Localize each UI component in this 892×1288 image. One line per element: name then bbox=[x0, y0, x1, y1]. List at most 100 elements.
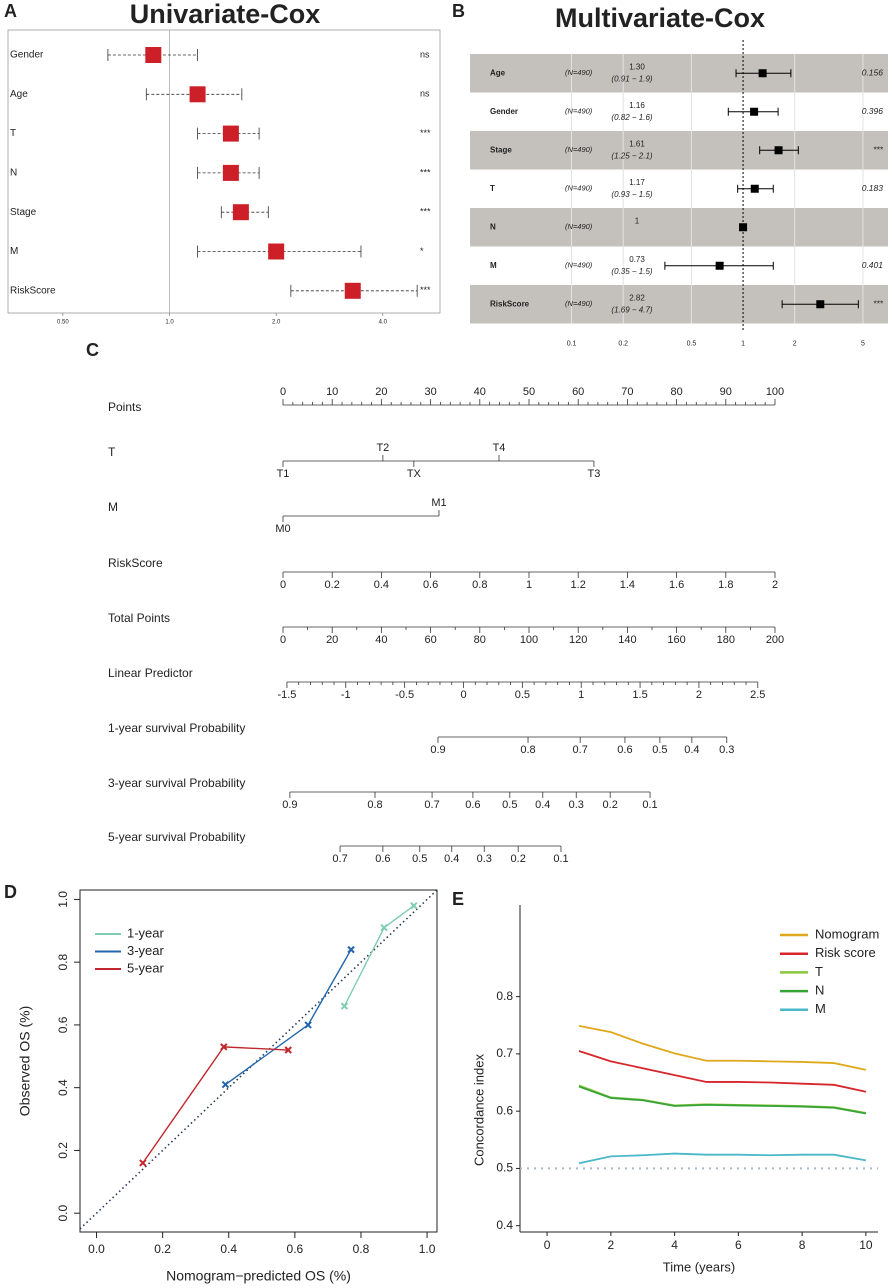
tick-label: 0.4 bbox=[374, 579, 389, 591]
legend-label: 3-year bbox=[127, 943, 165, 958]
row-label: Stage bbox=[10, 207, 37, 218]
significance: *** bbox=[420, 285, 431, 295]
row-label: Age bbox=[10, 89, 28, 100]
row-label: Points bbox=[108, 400, 141, 414]
tick-label: 0.7 bbox=[332, 853, 347, 865]
tick-label: 10 bbox=[326, 386, 338, 398]
x-tick-label: 10 bbox=[859, 1238, 873, 1252]
y-tick-label: 0.8 bbox=[496, 989, 513, 1003]
hazard-point bbox=[750, 107, 759, 116]
p-value: *** bbox=[873, 299, 884, 309]
x-tick-label: 0.6 bbox=[287, 1242, 304, 1256]
row-label: M bbox=[10, 246, 18, 257]
row-label: T bbox=[108, 445, 116, 459]
panel-label: D bbox=[4, 882, 17, 902]
p-value: *** bbox=[873, 145, 884, 155]
tick-label: 0.3 bbox=[477, 853, 492, 865]
calibration-point bbox=[380, 923, 388, 932]
tick-label: 20 bbox=[326, 634, 338, 646]
tick-label: -0.5 bbox=[395, 689, 414, 701]
row-label: RiskScore bbox=[490, 299, 530, 308]
p-value: 0.401 bbox=[862, 260, 884, 270]
y-tick-label: 0.4 bbox=[496, 1218, 513, 1232]
tick-label: 180 bbox=[717, 634, 735, 646]
x-tick-label: 0.1 bbox=[567, 340, 577, 347]
tick-label: 0 bbox=[280, 634, 286, 646]
tick-label: 1 bbox=[526, 579, 532, 591]
tick-label: 0 bbox=[280, 579, 286, 591]
tick-label: 0.3 bbox=[719, 744, 734, 756]
ci-label: (0.91 − 1.9) bbox=[611, 74, 652, 83]
y-tick-label: 0.6 bbox=[56, 1016, 70, 1033]
n-label: (N=490) bbox=[565, 145, 593, 154]
level-label: T3 bbox=[588, 468, 601, 480]
n-label: (N=490) bbox=[565, 222, 593, 231]
ci-label: (0.35 − 1.5) bbox=[611, 267, 652, 276]
tick-label: 80 bbox=[474, 634, 486, 646]
hazard-point bbox=[222, 125, 239, 142]
tick-label: 1.6 bbox=[669, 579, 684, 591]
row-band bbox=[470, 54, 888, 93]
tick-label: 0.9 bbox=[282, 799, 297, 811]
row-label: RiskScore bbox=[108, 556, 163, 570]
y-tick-label: 0.6 bbox=[496, 1103, 513, 1117]
hazard-point bbox=[758, 69, 767, 78]
calibration-point bbox=[220, 1043, 228, 1051]
hazard-point bbox=[344, 282, 361, 299]
hazard-point bbox=[222, 164, 239, 181]
y-tick-label: 0.0 bbox=[56, 1205, 70, 1222]
row-label: Total Points bbox=[108, 611, 170, 625]
p-value: 0.183 bbox=[862, 183, 884, 193]
row-label: Gender bbox=[10, 50, 44, 61]
tick-label: 2 bbox=[696, 689, 702, 701]
tick-label: 0.6 bbox=[423, 579, 438, 591]
tick-label: 60 bbox=[572, 386, 584, 398]
row-label: Stage bbox=[490, 145, 512, 154]
calibration-point bbox=[340, 1002, 349, 1010]
hr-label: 2.82 bbox=[629, 293, 645, 302]
tick-label: 100 bbox=[520, 634, 538, 646]
x-tick-label: 0.0 bbox=[88, 1242, 105, 1256]
level-label: TX bbox=[407, 468, 422, 480]
tick-label: 90 bbox=[720, 386, 732, 398]
tick-label: 200 bbox=[766, 634, 784, 646]
row-label: N bbox=[10, 168, 17, 179]
series-line bbox=[578, 1085, 867, 1115]
row-label: T bbox=[10, 128, 16, 139]
tick-label: 1 bbox=[578, 689, 584, 701]
plot-frame bbox=[79, 889, 438, 1233]
significance: *** bbox=[420, 207, 431, 217]
calibration-point bbox=[139, 1159, 147, 1167]
tick-label: 0.1 bbox=[553, 853, 568, 865]
hr-label: 1.61 bbox=[629, 139, 645, 148]
x-tick-label: 0 bbox=[544, 1238, 551, 1252]
ci-label: (1.25 − 2.1) bbox=[611, 151, 652, 160]
legend-label: T bbox=[815, 964, 823, 979]
tick-label: 0.9 bbox=[430, 744, 445, 756]
x-tick-label: 1.0 bbox=[419, 1242, 436, 1256]
legend-label: Risk score bbox=[815, 945, 876, 960]
tick-label: 1.5 bbox=[632, 689, 647, 701]
chart-title: Multivariate-Cox bbox=[555, 3, 765, 33]
ci-label: (0.93 − 1.5) bbox=[611, 190, 652, 199]
hazard-point bbox=[816, 300, 825, 309]
x-tick-label: 4.0 bbox=[379, 320, 388, 326]
legend-label: M bbox=[815, 1001, 826, 1016]
panel-label: B bbox=[452, 1, 465, 21]
p-value: 0.156 bbox=[862, 68, 884, 78]
level-label: T2 bbox=[376, 442, 389, 454]
tick-label: 0 bbox=[280, 386, 286, 398]
tick-label: 0.1 bbox=[642, 799, 657, 811]
p-value: 0.396 bbox=[862, 106, 884, 116]
tick-label: 40 bbox=[474, 386, 486, 398]
tick-label: -1 bbox=[341, 689, 351, 701]
ci-label: (0.82 − 1.6) bbox=[611, 113, 652, 122]
tick-label: 70 bbox=[621, 386, 633, 398]
level-label: M1 bbox=[431, 497, 446, 509]
ci-label: (1.69 − 4.7) bbox=[611, 305, 652, 314]
x-tick-label: 1 bbox=[741, 340, 745, 347]
legend-label: 1-year bbox=[127, 925, 165, 940]
legend-label: 5-year bbox=[127, 960, 165, 975]
tick-label: 0.4 bbox=[444, 853, 459, 865]
